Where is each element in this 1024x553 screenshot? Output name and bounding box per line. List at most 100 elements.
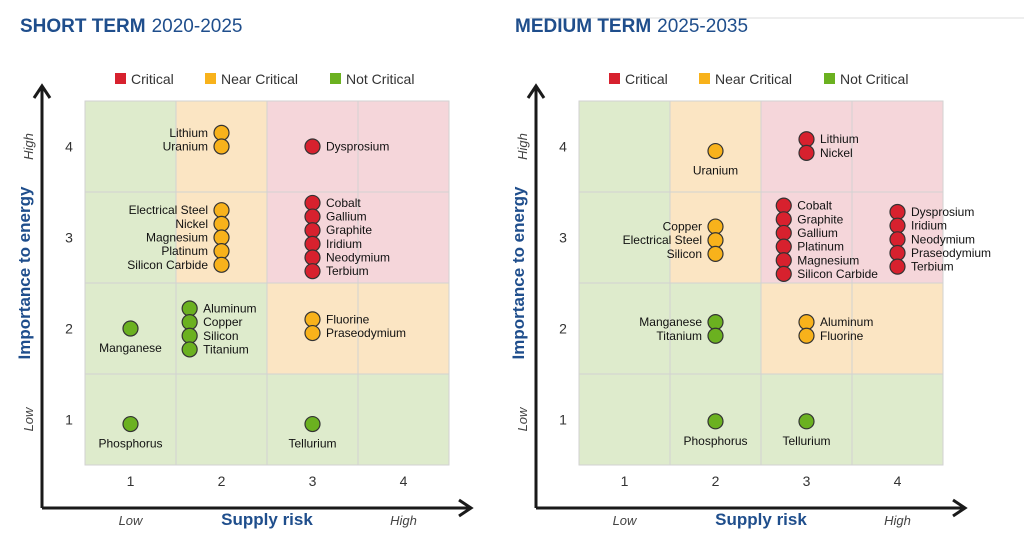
point-label: Phosphorus xyxy=(683,434,747,448)
point-label: Dysprosium xyxy=(326,140,389,154)
y-axis-title: Importance to energy xyxy=(509,186,528,359)
grid-cell-not xyxy=(578,282,671,375)
point-label: Graphite xyxy=(326,223,372,237)
point-neodymium xyxy=(304,249,321,266)
grid-cell-not xyxy=(357,373,450,466)
point-cobalt xyxy=(304,194,321,212)
legend-swatch-not-critical xyxy=(824,73,835,84)
point-label: Nickel xyxy=(175,217,208,231)
y-axis-low-label: Low xyxy=(515,406,530,431)
y-tick-label: 4 xyxy=(559,139,567,155)
y-tick-label: 1 xyxy=(65,412,73,428)
point-label: Manganese xyxy=(639,315,702,329)
grid-cell-not xyxy=(578,373,671,466)
y-tick-label: 2 xyxy=(559,321,567,337)
point-dysprosium xyxy=(889,203,906,221)
point-label: Lithium xyxy=(820,132,859,146)
y-tick-label: 3 xyxy=(559,230,567,246)
x-axis-high-label: High xyxy=(884,513,911,528)
x-axis-title: Supply risk xyxy=(221,510,313,529)
x-tick-label: 4 xyxy=(400,473,408,489)
grid-cell-not xyxy=(851,373,944,466)
point-label: Silicon xyxy=(667,247,702,261)
point-label: Electrical Steel xyxy=(129,203,208,217)
legend-swatch-critical xyxy=(609,73,620,84)
chart-title-years: 2025-2035 xyxy=(657,16,748,37)
point-label: Fluorine xyxy=(820,329,864,343)
point-neodymium xyxy=(889,231,906,248)
point-tellurium xyxy=(304,415,321,433)
point-label: Terbium xyxy=(911,260,954,274)
point-dysprosium xyxy=(304,138,321,155)
x-axis-arrow xyxy=(458,498,474,518)
point-label: Graphite xyxy=(797,212,843,226)
y-tick-label: 2 xyxy=(65,321,73,337)
point-label: Silicon Carbide xyxy=(127,258,208,272)
point-label: Neodymium xyxy=(326,251,390,265)
point-label: Electrical Steel xyxy=(623,233,702,247)
point-label: Praseodymium xyxy=(326,326,406,340)
point-lithium xyxy=(213,124,230,141)
x-axis-high-label: High xyxy=(390,513,417,528)
point-label: Aluminum xyxy=(820,315,873,329)
y-axis-title: Importance to energy xyxy=(15,186,34,359)
y-axis-arrow xyxy=(526,83,546,99)
point-label: Cobalt xyxy=(797,199,832,213)
x-tick-label: 3 xyxy=(803,473,811,489)
legend-label-near-critical: Near Critical xyxy=(715,71,792,87)
point-fluorine xyxy=(798,327,815,344)
x-tick-label: 3 xyxy=(309,473,317,489)
point-label: Terbium xyxy=(326,264,369,278)
point-label: Silicon Carbide xyxy=(797,267,878,281)
point-titanium xyxy=(707,327,724,344)
x-tick-label: 2 xyxy=(712,473,720,489)
grid-cell-near xyxy=(357,282,450,375)
point-label: Tellurium xyxy=(288,437,336,451)
chart-title-term: MEDIUM TERM xyxy=(515,16,651,37)
point-label: Platinum xyxy=(161,244,208,258)
point-manganese xyxy=(122,320,139,337)
point-label: Titanium xyxy=(656,329,702,343)
y-tick-label: 3 xyxy=(65,230,73,246)
point-label: Uranium xyxy=(693,164,738,178)
point-label: Manganese xyxy=(99,341,162,355)
point-label: Aluminum xyxy=(203,301,256,315)
chart-title-term: SHORT TERM xyxy=(20,16,146,37)
grid-cell-critical xyxy=(851,100,944,193)
chart-title-years: 2020-2025 xyxy=(152,16,243,37)
point-tellurium xyxy=(798,413,815,430)
point-label: Gallium xyxy=(797,226,838,240)
point-aluminum xyxy=(181,300,198,317)
point-magnesium xyxy=(775,252,792,269)
point-copper xyxy=(181,314,198,331)
point-nickel xyxy=(213,215,230,232)
point-copper xyxy=(707,218,724,235)
point-label: Magnesium xyxy=(797,253,859,267)
point-iridium xyxy=(304,235,321,252)
point-iridium xyxy=(889,217,906,234)
panel-medium-term: MEDIUM TERM 2025-2035 Critical Near Critica… xyxy=(509,16,991,529)
point-fluorine xyxy=(304,311,321,328)
point-graphite xyxy=(304,222,321,239)
point-phosphorus xyxy=(122,415,139,433)
point-uranium xyxy=(707,142,724,160)
point-lithium xyxy=(798,131,815,148)
point-silicon xyxy=(181,327,198,344)
y-axis-high-label: High xyxy=(515,133,530,160)
point-cobalt xyxy=(775,197,792,214)
point-gallium xyxy=(304,208,321,225)
point-label: Dysprosium xyxy=(911,205,974,219)
point-electrical-steel xyxy=(213,202,230,219)
point-silicon-carbide xyxy=(775,265,792,282)
x-tick-label: 2 xyxy=(218,473,226,489)
x-tick-label: 4 xyxy=(894,473,902,489)
grid-cell-not xyxy=(175,373,268,466)
grid-cell-critical xyxy=(357,191,450,284)
y-tick-label: 1 xyxy=(559,412,567,428)
point-electrical-steel xyxy=(707,232,724,249)
x-axis-low-label: Low xyxy=(613,513,638,528)
point-label: Lithium xyxy=(169,126,208,140)
legend-swatch-near-critical xyxy=(205,73,216,84)
point-label: Magnesium xyxy=(146,231,208,245)
